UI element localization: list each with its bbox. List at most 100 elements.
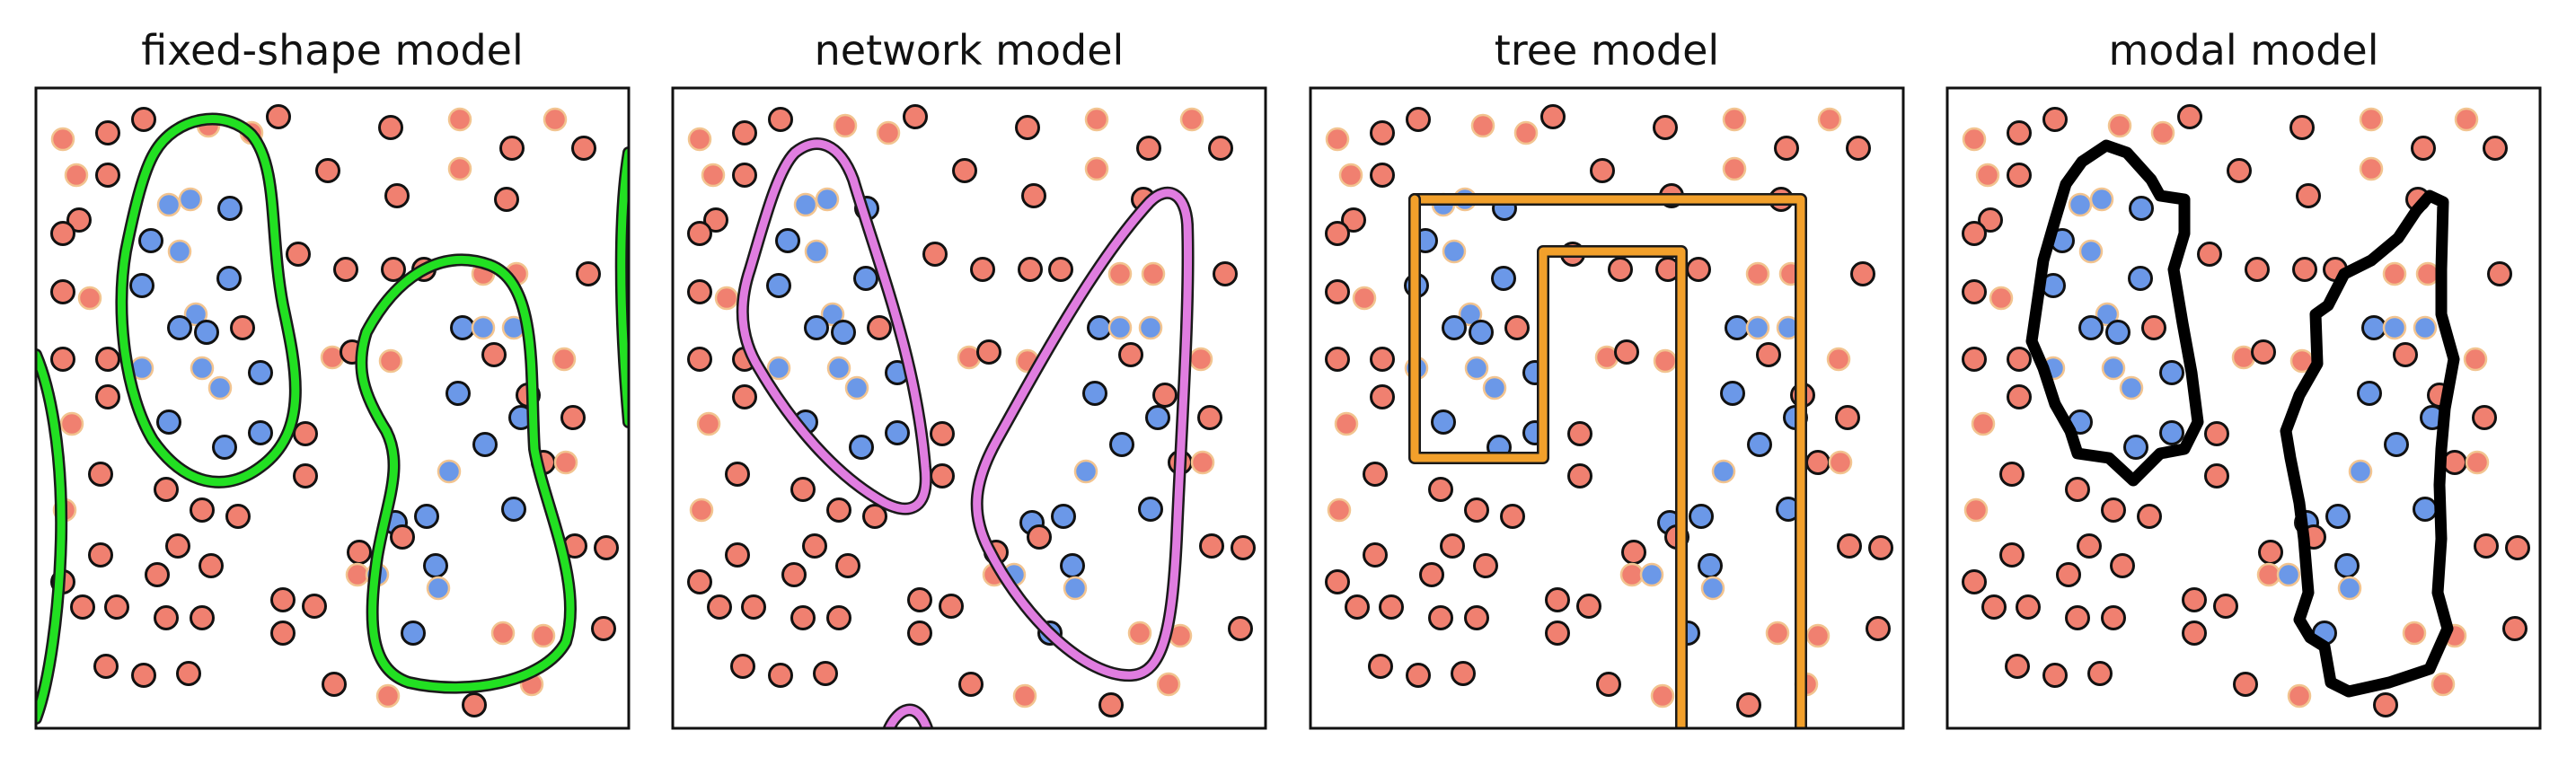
blue-point bbox=[183, 302, 208, 327]
red-point bbox=[88, 542, 113, 568]
red-point bbox=[2137, 504, 2162, 529]
red-point bbox=[333, 257, 358, 282]
blue-point bbox=[1138, 497, 1163, 522]
blue-point bbox=[2382, 315, 2407, 340]
red-point bbox=[1978, 207, 2003, 233]
panel-title-tree: tree model bbox=[1495, 26, 1719, 75]
red-point bbox=[1975, 163, 2000, 188]
red-point bbox=[2373, 692, 2398, 717]
blue-point bbox=[1060, 553, 1085, 578]
red-point bbox=[1722, 107, 1747, 132]
red-point bbox=[1370, 120, 1395, 145]
red-point bbox=[2454, 107, 2479, 132]
red-point bbox=[1084, 107, 1109, 132]
red-point bbox=[876, 120, 901, 145]
red-point bbox=[1835, 405, 1860, 430]
blue-point bbox=[831, 320, 856, 345]
red-point bbox=[551, 347, 577, 372]
red-point bbox=[131, 107, 156, 132]
red-point bbox=[2474, 533, 2499, 559]
blue-point bbox=[471, 315, 496, 340]
red-point bbox=[833, 113, 858, 138]
red-point bbox=[802, 533, 827, 559]
blue-point bbox=[2129, 196, 2154, 221]
red-point bbox=[154, 477, 179, 502]
red-point bbox=[1837, 533, 1862, 559]
red-point bbox=[93, 654, 119, 679]
red-point bbox=[176, 661, 201, 686]
red-point bbox=[1370, 384, 1395, 409]
red-point bbox=[1190, 450, 1215, 475]
red-point bbox=[781, 562, 807, 587]
red-point bbox=[59, 411, 84, 436]
red-point bbox=[1805, 623, 1831, 648]
red-point bbox=[1440, 533, 1465, 559]
red-point bbox=[930, 463, 955, 489]
red-point bbox=[576, 261, 601, 286]
blue-point bbox=[1107, 315, 1133, 340]
blue-point bbox=[775, 228, 800, 253]
red-point bbox=[1325, 127, 1350, 152]
blue-point bbox=[793, 192, 818, 217]
blue-point bbox=[190, 356, 215, 381]
red-point bbox=[1363, 462, 1388, 487]
red-point bbox=[571, 136, 596, 161]
blue-point bbox=[2078, 315, 2104, 340]
red-point bbox=[2287, 683, 2312, 709]
red-point bbox=[1370, 347, 1395, 372]
red-point bbox=[2292, 257, 2317, 282]
red-point bbox=[2289, 115, 2315, 140]
blue-point bbox=[207, 375, 233, 401]
panel-title-modal: modal model bbox=[2109, 26, 2379, 75]
boundary-region-2 bbox=[973, 189, 1193, 680]
red-point bbox=[903, 104, 928, 129]
red-point bbox=[2204, 421, 2229, 446]
red-point bbox=[2150, 120, 2175, 145]
red-point bbox=[1015, 115, 1040, 140]
boundary-tree bbox=[1408, 193, 1807, 728]
blue-point bbox=[2413, 497, 2438, 522]
red-point bbox=[790, 477, 816, 502]
blue-point bbox=[1700, 576, 1725, 601]
red-point bbox=[730, 654, 755, 679]
red-point bbox=[2016, 594, 2041, 620]
blue-point bbox=[2119, 375, 2144, 401]
blue-point bbox=[178, 187, 203, 212]
red-point bbox=[1345, 594, 1370, 620]
blue-point bbox=[2089, 187, 2114, 212]
red-point bbox=[1619, 562, 1645, 587]
red-point bbox=[1334, 411, 1359, 436]
red-point bbox=[1576, 594, 1601, 619]
blue-point bbox=[815, 187, 840, 212]
red-point bbox=[104, 594, 129, 620]
red-point bbox=[2182, 587, 2207, 612]
red-point bbox=[1545, 621, 1570, 646]
red-point bbox=[1653, 115, 1678, 140]
red-point bbox=[154, 605, 179, 630]
panel-title-fixed-shape: fixed-shape model bbox=[141, 26, 524, 75]
red-point bbox=[2101, 605, 2126, 630]
boundary-region-2 bbox=[357, 255, 575, 692]
red-point bbox=[2141, 315, 2166, 340]
red-point bbox=[1590, 158, 1615, 183]
red-point bbox=[1745, 261, 1770, 286]
red-point bbox=[1962, 347, 1987, 372]
red-point bbox=[378, 348, 403, 374]
red-point bbox=[732, 163, 757, 188]
red-point bbox=[1817, 107, 1842, 132]
red-point bbox=[1325, 569, 1350, 594]
blue-point bbox=[2337, 576, 2362, 601]
boundary-region-3 bbox=[885, 706, 931, 728]
red-point bbox=[2442, 450, 2467, 475]
blue-point bbox=[2068, 192, 2093, 217]
red-point bbox=[939, 594, 964, 619]
red-point bbox=[95, 384, 120, 409]
red-point bbox=[1338, 163, 1363, 188]
red-point bbox=[1451, 661, 1476, 686]
red-point bbox=[1567, 421, 1592, 446]
red-point bbox=[1650, 683, 1675, 709]
red-point bbox=[64, 163, 89, 188]
red-point bbox=[2197, 242, 2222, 267]
blue-point bbox=[1458, 302, 1483, 327]
red-point bbox=[1567, 463, 1592, 489]
